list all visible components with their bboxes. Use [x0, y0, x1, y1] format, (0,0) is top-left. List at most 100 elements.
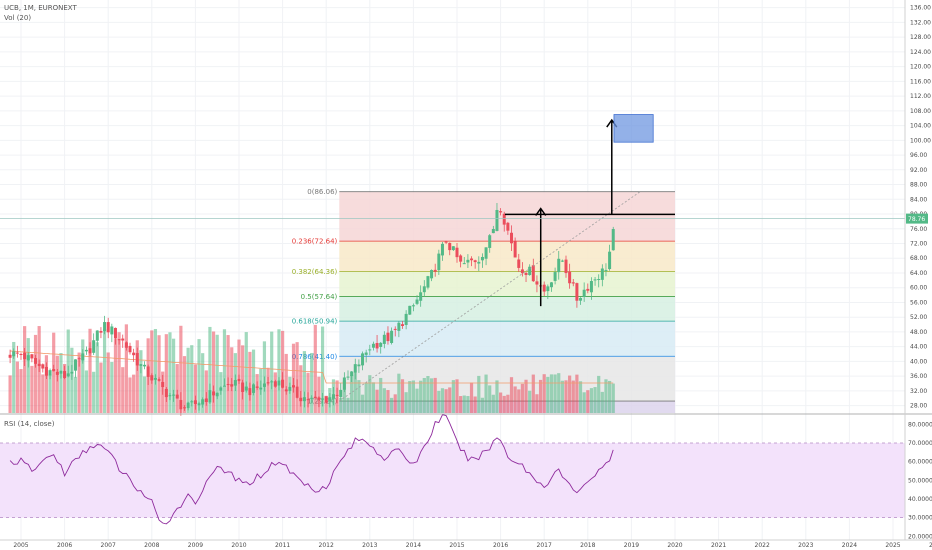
volume-bar: [226, 335, 230, 413]
candle-body: [19, 354, 23, 356]
candle-body: [531, 265, 535, 282]
volume-bar: [81, 339, 85, 413]
volume-bar: [244, 332, 248, 413]
trend-line: [339, 191, 641, 402]
volume-bar: [455, 379, 459, 413]
volume-bar: [135, 340, 139, 413]
price-tick-label: 136.00: [910, 5, 931, 12]
candle-body: [295, 386, 299, 398]
volume-bar: [448, 387, 452, 413]
rsi-tick-label: 40.0000: [908, 496, 932, 503]
candle-body: [411, 305, 415, 307]
year-tick-label: 2024: [842, 542, 857, 549]
candle-body: [103, 322, 107, 332]
volume-bar: [597, 375, 601, 413]
candle-body: [172, 394, 176, 396]
volume-bar: [288, 376, 292, 413]
volume-bar: [488, 385, 492, 413]
candle-body: [608, 251, 612, 270]
rsi-panel: [0, 414, 905, 525]
candle-body: [44, 366, 48, 376]
candle-body: [204, 398, 208, 403]
candle-body: [473, 260, 477, 263]
candle-body: [244, 386, 248, 391]
volume-bar: [578, 381, 583, 413]
candle-body: [604, 270, 608, 272]
year-tick-label: 2012: [319, 542, 334, 549]
volume-bar: [502, 395, 506, 413]
candle-body: [252, 384, 256, 393]
candle-body: [208, 390, 212, 403]
candle-body: [201, 399, 205, 405]
rsi-band: [0, 442, 905, 518]
volume-bar: [415, 388, 419, 413]
volume-bar: [113, 338, 118, 413]
candle-body: [34, 358, 38, 364]
volume-bar: [484, 374, 488, 413]
fibonacci-retracement[interactable]: 0(86.06) 0.236(72.64) 0.382(64.36) 0.5(57.6…: [292, 188, 675, 413]
price-tick-label: 120.00: [910, 64, 931, 71]
price-tick-label: 60.00: [910, 285, 927, 292]
candle-body: [520, 269, 524, 274]
candle-body: [81, 353, 85, 361]
user-drawings[interactable]: [0, 114, 905, 402]
candle-body: [579, 298, 583, 301]
candle-body: [448, 242, 452, 251]
candle-body: [113, 327, 117, 339]
candle-body: [215, 392, 219, 397]
candle-body: [408, 305, 412, 315]
candle-body: [212, 391, 216, 396]
candle-body: [8, 354, 12, 358]
year-tick-label: 2019: [624, 542, 639, 549]
candle-body: [219, 387, 223, 391]
volume-bar: [571, 380, 575, 413]
fib-level-label: 0.5(57.64): [301, 293, 338, 301]
rsi-tick-label: 80.0000: [908, 421, 932, 428]
volume-bar: [368, 375, 372, 413]
candle-body: [342, 377, 346, 390]
candle-body: [74, 359, 77, 371]
candle-body: [99, 330, 103, 333]
price-tick-label: 44.00: [910, 344, 927, 351]
volume-bar: [477, 375, 481, 413]
volume-bar: [124, 324, 128, 413]
price-tick-label: 124.00: [910, 49, 931, 56]
volume-bar: [600, 391, 604, 413]
volume-bar: [549, 374, 554, 413]
fib-band: [339, 296, 675, 322]
candle-body: [175, 394, 179, 399]
year-tick-label: 2023: [798, 542, 813, 549]
volume-bar: [201, 353, 205, 413]
volume-bar: [41, 374, 45, 413]
volume-bar: [142, 376, 147, 413]
price-badge: [906, 213, 928, 224]
candle-body: [455, 247, 459, 258]
candle-body: [190, 401, 194, 403]
price-tick-label: 92.00: [910, 167, 927, 174]
candle-body: [277, 380, 281, 386]
candle-body: [299, 397, 303, 402]
rsi-tick-label: 60.0000: [908, 459, 932, 466]
volume-bar: [538, 379, 543, 413]
candle-body: [477, 261, 481, 264]
candle-body: [491, 228, 495, 234]
volume-bar: [190, 345, 194, 413]
price-tick-label: 96.00: [910, 152, 927, 159]
year-tick-label: 2022: [755, 542, 770, 549]
volume-bar: [299, 365, 303, 413]
candle-body: [466, 259, 470, 263]
candle-body: [593, 279, 597, 281]
volume-bar: [324, 395, 328, 413]
volume-bar: [266, 367, 270, 413]
volume-bar: [26, 338, 30, 413]
volume-bar: [255, 374, 259, 413]
candle-body: [248, 388, 252, 396]
candle-body: [499, 211, 503, 213]
volume-bar: [437, 390, 441, 413]
candle-body: [371, 343, 375, 348]
volume-bar: [557, 373, 561, 413]
volume-bar: [92, 371, 96, 413]
year-tick-label: 2011: [275, 542, 290, 549]
